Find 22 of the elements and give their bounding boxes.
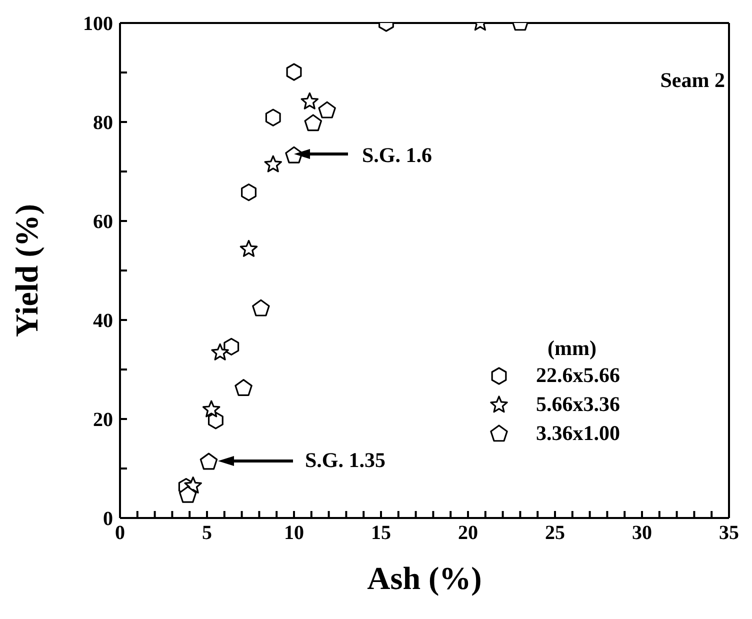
x-tick-label: 15: [371, 522, 391, 544]
x-tick-label: 25: [545, 522, 565, 544]
legend-title: (mm): [546, 336, 598, 361]
x-tick-label: 35: [719, 522, 739, 544]
x-tick-label: 20: [458, 522, 478, 544]
y-axis-title: Yield (%): [8, 204, 44, 338]
legend-label: 22.6x5.66: [536, 363, 620, 388]
x-tick-label: 30: [632, 522, 652, 544]
y-tick-label: 20: [93, 409, 113, 432]
x-tick-label: 5: [202, 522, 212, 544]
y-tick-label: 0: [103, 508, 113, 530]
legend-label: 3.36x1.00: [536, 421, 620, 446]
y-tick-label: 100: [83, 13, 113, 36]
y-tick-label: 80: [93, 112, 113, 134]
annotation: Seam 2: [659, 68, 725, 93]
annotation: S.G. 1.35: [305, 448, 386, 473]
y-tick-label: 40: [93, 310, 113, 332]
x-axis-title: Ash (%): [367, 560, 482, 596]
annotation: S.G. 1.6: [362, 143, 432, 168]
legend-label: 5.66x3.36: [536, 392, 620, 417]
x-tick-label: 10: [284, 522, 304, 544]
y-tick-label: 60: [93, 211, 113, 234]
